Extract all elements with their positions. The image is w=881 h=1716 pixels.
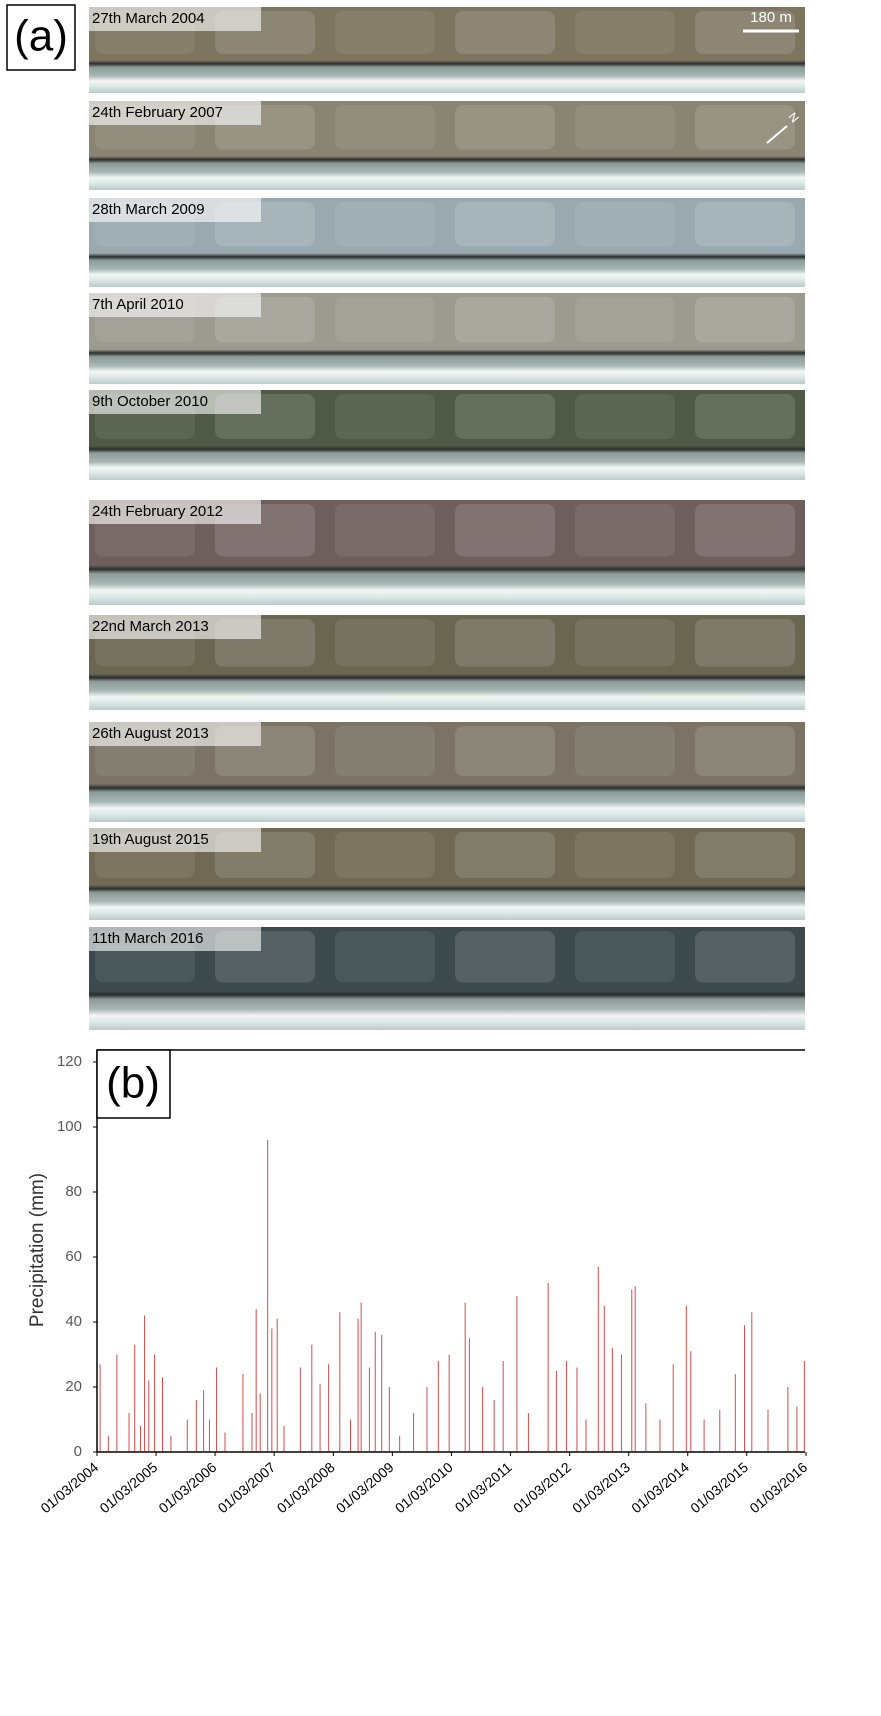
label-bg — [89, 390, 261, 414]
image-date: 19th August 2015 — [92, 831, 209, 848]
x-tick-label: 01/03/2016 — [746, 1459, 810, 1516]
x-tick-label: 01/03/2012 — [510, 1459, 574, 1516]
x-tick-label: 01/03/2013 — [569, 1459, 633, 1516]
x-tick-label: 01/03/2010 — [392, 1459, 456, 1516]
field — [695, 619, 795, 667]
field — [335, 297, 435, 343]
y-tick-label: 100 — [57, 1118, 82, 1135]
field — [575, 619, 675, 667]
panel-a-label: (a) — [14, 12, 68, 61]
image-date: 27th March 2004 — [92, 10, 205, 27]
x-tick-label: 01/03/2006 — [155, 1459, 219, 1516]
field — [335, 619, 435, 667]
panel-a-box — [6, 4, 76, 71]
image-date: 26th August 2013 — [92, 725, 209, 742]
field — [455, 394, 555, 439]
field — [335, 504, 435, 557]
x-tick-label: 01/03/2014 — [628, 1459, 692, 1516]
panel-b-label: (b) — [106, 1059, 160, 1108]
field — [575, 105, 675, 150]
image-date: 24th February 2007 — [92, 104, 223, 121]
field — [455, 619, 555, 667]
field — [335, 394, 435, 439]
field — [455, 504, 555, 557]
field — [455, 202, 555, 247]
x-tick-label: 01/03/2009 — [333, 1459, 397, 1516]
field — [575, 297, 675, 343]
field — [335, 931, 435, 983]
field — [695, 931, 795, 983]
label-bg — [89, 500, 261, 524]
field — [695, 832, 795, 878]
label-bg — [89, 293, 261, 317]
field — [455, 726, 555, 776]
field — [695, 394, 795, 439]
y-tick-label: 40 — [65, 1313, 82, 1330]
label-bg — [89, 615, 261, 639]
label-bg — [89, 828, 261, 852]
field — [335, 726, 435, 776]
field — [335, 202, 435, 247]
image-date: 22nd March 2013 — [92, 618, 209, 635]
x-tick-label: 01/03/2007 — [214, 1459, 278, 1516]
image-strips: 27th March 2004 24th February 2007 28th Ma… — [89, 7, 805, 1030]
field — [575, 504, 675, 557]
image-date: 28th March 2009 — [92, 201, 205, 218]
bars — [99, 1140, 805, 1452]
x-tick-label: 01/03/2015 — [687, 1459, 751, 1516]
field — [575, 202, 675, 247]
north-arrow — [766, 125, 788, 144]
scale-bar-label: 180 m — [750, 9, 792, 26]
x-tick-label: 01/03/2011 — [452, 1459, 515, 1516]
field — [695, 726, 795, 776]
image-date: 24th February 2012 — [92, 503, 223, 520]
field — [695, 202, 795, 247]
x-tick-label: 01/03/2004 — [37, 1459, 101, 1516]
image-date: 7th April 2010 — [92, 296, 184, 313]
field — [455, 11, 555, 54]
label-bg — [89, 198, 261, 222]
y-tick-label: 0 — [74, 1443, 82, 1460]
label-bg — [89, 927, 261, 951]
field — [575, 11, 675, 54]
y-tick-label: 20 — [65, 1378, 82, 1395]
field — [695, 297, 795, 343]
y-tick-label: 120 — [57, 1053, 82, 1070]
field — [695, 504, 795, 557]
field — [455, 297, 555, 343]
field — [455, 931, 555, 983]
panel-b-box — [96, 1049, 171, 1119]
field — [575, 832, 675, 878]
field — [695, 105, 795, 150]
label-bg — [89, 7, 261, 31]
y-tick-label: 80 — [65, 1183, 82, 1200]
field — [335, 105, 435, 150]
x-tick-label: 01/03/2008 — [274, 1459, 338, 1516]
field — [455, 105, 555, 150]
y-tick-label: 60 — [65, 1248, 82, 1265]
image-date: 9th October 2010 — [92, 393, 208, 410]
field — [575, 394, 675, 439]
x-tick-label: 01/03/2005 — [96, 1459, 160, 1516]
field — [575, 726, 675, 776]
label-bg — [89, 101, 261, 125]
label-bg — [89, 722, 261, 746]
field — [575, 931, 675, 983]
y-axis-title: Precipitation (mm) — [27, 1173, 48, 1327]
field — [335, 11, 435, 54]
field — [455, 832, 555, 878]
image-date: 11th March 2016 — [92, 930, 203, 947]
field — [335, 832, 435, 878]
